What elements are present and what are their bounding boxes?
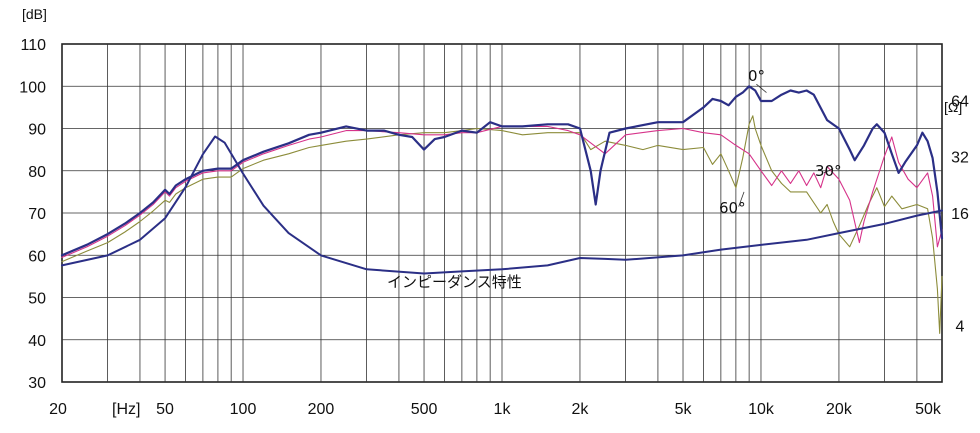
- y2-axis-unit-label: [Ω]: [944, 99, 962, 115]
- y2-tick-label: 4: [956, 319, 965, 336]
- annotation-60deg: 60°: [719, 199, 746, 217]
- x-tick-label: 1k: [494, 401, 512, 418]
- x-tick-label: 100: [230, 401, 257, 418]
- y-tick-label: 110: [20, 37, 46, 54]
- label-layer: [dB] [Hz] [Ω] 0° 30° 60° インピーダンス特性: [22, 6, 962, 418]
- y2-tick-label: 32: [951, 150, 969, 167]
- y-tick-label: 70: [28, 206, 46, 223]
- x-tick-label: 20k: [826, 401, 853, 418]
- series-layer: [60, 83, 944, 334]
- y-tick-label: 80: [28, 164, 46, 181]
- x-tick-label: 10k: [748, 401, 775, 418]
- annotation-0deg: 0°: [748, 67, 765, 85]
- y-tick-label: 90: [28, 122, 46, 139]
- x-tick-label: 50: [156, 401, 174, 418]
- y-tick-label: 100: [19, 79, 46, 96]
- axis-layer: 30 40 50 60 70 80 90 100 110 4 16 32 64 20 50 100 200 500…: [19, 37, 969, 418]
- series-line-impedance: [61, 135, 943, 275]
- x-tick-label: 20: [49, 401, 67, 418]
- x-tick-label: 50k: [915, 401, 942, 418]
- annotation-30deg: 30°: [815, 162, 842, 180]
- annotation-leader-spl_0deg: [756, 83, 767, 93]
- series-line-spl_60deg: [61, 115, 943, 334]
- y-tick-label: 40: [28, 333, 46, 350]
- y-tick-label: 30: [28, 375, 46, 392]
- annotation-leader-spl_60deg: [738, 191, 745, 207]
- y-axis-unit-label: [dB]: [22, 6, 47, 22]
- y2-tick-label: 64: [951, 93, 969, 110]
- x-tick-label: 2k: [572, 401, 590, 418]
- y-tick-label: 60: [28, 248, 46, 265]
- annotation-impedance: インピーダンス特性: [387, 273, 522, 291]
- grid-layer: [61, 43, 943, 383]
- annotation-leader-spl_30deg: [823, 168, 834, 174]
- x-axis-unit-label: [Hz]: [112, 401, 140, 418]
- x-tick-label: 5k: [675, 401, 693, 418]
- y2-tick-label: 16: [951, 206, 969, 223]
- y-tick-label: 50: [28, 291, 46, 308]
- x-tick-label: 500: [411, 401, 438, 418]
- x-tick-label: 200: [308, 401, 335, 418]
- series-line-spl_0deg: [60, 85, 944, 257]
